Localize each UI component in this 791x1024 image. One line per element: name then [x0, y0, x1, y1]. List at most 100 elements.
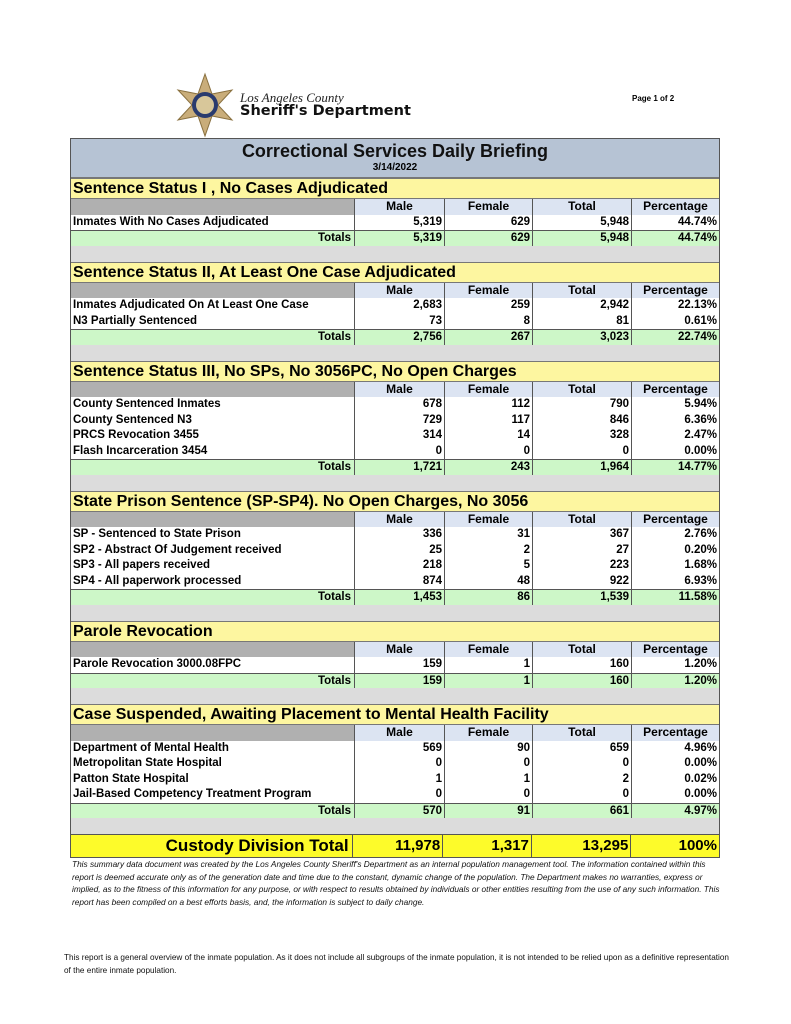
briefing-table: Correctional Services Daily Briefing 3/1…	[70, 138, 720, 858]
table-row: Flash Incarceration 3454 0 0 0 0.00%	[71, 443, 719, 459]
totals-row: Totals 1,721 243 1,964 14.77%	[71, 459, 719, 475]
cell-percentage: 1.20%	[631, 657, 719, 673]
cell-total: 328	[532, 428, 631, 444]
column-header-blank	[71, 725, 354, 741]
cell-female: 8	[444, 313, 532, 329]
disclaimer: This summary data document was created b…	[72, 859, 720, 907]
cell-percentage: 0.20%	[631, 542, 719, 558]
totals-female: 629	[444, 231, 532, 246]
cell-total: 2	[532, 771, 631, 787]
report-title-block: Correctional Services Daily Briefing 3/1…	[71, 139, 719, 178]
report-date: 3/14/2022	[372, 162, 418, 173]
column-header-male: Male	[354, 511, 444, 527]
totals-total: 5,948	[532, 231, 631, 246]
column-header-blank	[71, 199, 354, 215]
cell-male: 1	[354, 771, 444, 787]
totals-female: 243	[444, 460, 532, 475]
cell-total: 0	[532, 443, 631, 459]
totals-label: Totals	[317, 232, 351, 244]
grand-total-label: Custody Division Total	[165, 836, 349, 855]
totals-total: 1,539	[532, 590, 631, 605]
cell-total: 27	[532, 542, 631, 558]
column-header-total: Total	[532, 282, 631, 298]
column-header-male: Male	[354, 199, 444, 215]
row-label: SP - Sentenced to State Prison	[73, 528, 241, 540]
column-header-male: Male	[354, 641, 444, 657]
grand-total-row: Custody Division Total 11,978 1,317 13,2…	[71, 834, 719, 857]
cell-male: 73	[354, 313, 444, 329]
cell-percentage: 5.94%	[631, 397, 719, 413]
totals-total: 661	[532, 803, 631, 818]
row-label: Metropolitan State Hospital	[73, 757, 222, 769]
row-label: Department of Mental Health	[73, 741, 229, 754]
cell-percentage: 6.93%	[631, 573, 719, 589]
cell-male: 159	[354, 657, 444, 673]
cell-total: 0	[532, 787, 631, 803]
row-label: Inmates With No Cases Adjudicated	[73, 215, 269, 228]
cell-male: 25	[354, 542, 444, 558]
totals-row: Totals 159 1 160 1.20%	[71, 672, 719, 688]
cell-male: 0	[354, 756, 444, 772]
spacer-row	[71, 688, 719, 704]
cell-female: 5	[444, 558, 532, 574]
cell-female: 1	[444, 657, 532, 673]
table-row: SP - Sentenced to State Prison 336 31 367 2.…	[71, 527, 719, 543]
column-header-blank	[71, 381, 354, 397]
cell-percentage: 0.61%	[631, 313, 719, 329]
totals-percentage: 4.97%	[631, 803, 719, 818]
totals-label: Totals	[317, 331, 351, 343]
cell-female: 259	[444, 298, 532, 314]
row-label: SP3 - All papers received	[73, 559, 211, 571]
cell-total: 81	[532, 313, 631, 329]
cell-total: 2,942	[532, 298, 631, 314]
section-title: Sentence Status III, No SPs, No 3056PC, …	[71, 360, 719, 382]
footnote: This report is a general overview of the…	[64, 953, 729, 975]
column-header-percentage: Percentage	[631, 511, 719, 527]
row-label: County Sentenced Inmates	[73, 398, 221, 410]
column-header-female: Female	[444, 725, 532, 741]
totals-male: 159	[354, 673, 444, 688]
cell-male: 678	[354, 397, 444, 413]
cell-percentage: 1.68%	[631, 558, 719, 574]
column-header-male: Male	[354, 381, 444, 397]
column-header-total: Total	[532, 725, 631, 741]
cell-total: 790	[532, 397, 631, 413]
column-header-percentage: Percentage	[631, 725, 719, 741]
spacer-row	[71, 818, 719, 834]
cell-total: 659	[532, 740, 631, 756]
section-title: Parole Revocation	[71, 620, 719, 642]
cell-female: 117	[444, 412, 532, 428]
section-title: Sentence Status II, At Least One Case Ad…	[71, 261, 719, 283]
column-header-row: Male Female Total Percentage	[71, 199, 719, 215]
row-label: PRCS Revocation 3455	[73, 429, 199, 441]
totals-label: Totals	[317, 674, 351, 687]
column-header-percentage: Percentage	[631, 199, 719, 215]
cell-female: 48	[444, 573, 532, 589]
cell-female: 0	[444, 443, 532, 459]
column-header-percentage: Percentage	[631, 282, 719, 298]
table-row: Inmates Adjudicated On At Least One Case…	[71, 298, 719, 314]
column-header-total: Total	[532, 381, 631, 397]
cell-total: 846	[532, 412, 631, 428]
column-header-blank	[71, 282, 354, 298]
column-header-total: Total	[532, 641, 631, 657]
totals-label: Totals	[317, 461, 351, 473]
row-label: County Sentenced N3	[73, 413, 192, 426]
spacer-row	[71, 344, 719, 361]
table-row: Department of Mental Health 569 90 659 4.96%	[71, 740, 719, 756]
table-row: County Sentenced Inmates 678 112 790 5.94%	[71, 397, 719, 413]
cell-female: 112	[444, 397, 532, 413]
grand-total-total: 13,295	[530, 835, 630, 857]
grand-total-male: 11,978	[351, 835, 443, 857]
cell-percentage: 0.00%	[631, 787, 719, 803]
row-label: Jail-Based Competency Treatment Program	[73, 788, 312, 800]
cell-female: 31	[444, 527, 532, 543]
grand-total-female: 1,317	[442, 835, 531, 857]
page-number: Page 1 of 2	[632, 94, 675, 103]
report-title: Correctional Services Daily Briefing	[241, 141, 549, 161]
totals-percentage: 11.58%	[631, 590, 719, 605]
org-line-2: Sheriff's Department	[240, 103, 411, 120]
totals-male: 570	[354, 803, 444, 818]
cell-percentage: 0.02%	[631, 771, 719, 787]
table-row: Parole Revocation 3000.08FPC 159 1 160 1.20%	[71, 657, 719, 673]
